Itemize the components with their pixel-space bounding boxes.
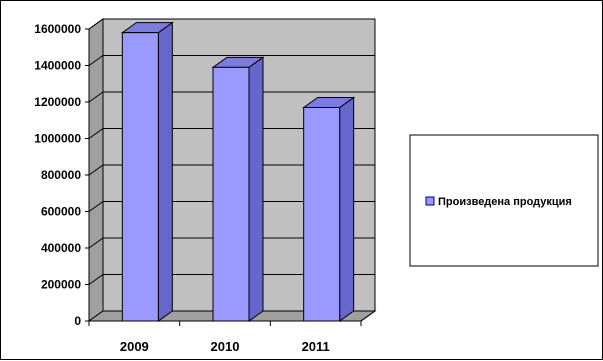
legend-label: Произведена продукция	[438, 196, 572, 208]
y-tick-label: 1200000	[34, 95, 81, 109]
bar-front	[212, 66, 250, 322]
bar-2009	[120, 21, 174, 322]
gridlines	[88, 18, 375, 285]
y-axis: 0 200000 400000 600000 800000 1000000 1200000 1…	[34, 22, 90, 328]
gridline	[88, 55, 375, 66]
legend: Произведена продукция	[409, 134, 599, 267]
legend-swatch	[425, 196, 435, 206]
x-tick-label: 2009	[120, 339, 149, 354]
y-tick-label: 800000	[41, 168, 81, 182]
y-tick-label: 600000	[41, 205, 81, 219]
y-tick-label: 200000	[41, 278, 81, 292]
y-tick-label: 400000	[41, 241, 81, 255]
bar-front	[303, 106, 341, 322]
y-tick-label: 0	[74, 314, 81, 328]
gridline	[88, 164, 375, 176]
gridline	[88, 128, 375, 139]
gridline	[88, 201, 375, 212]
x-tick-label: 2011	[302, 339, 330, 354]
bar-side	[248, 56, 264, 322]
bar-2010	[211, 56, 265, 322]
legend-box	[409, 134, 599, 267]
gridline	[88, 91, 375, 103]
x-tick-label: 2010	[211, 339, 240, 354]
x-axis: 2009 2010 2011	[88, 310, 376, 354]
gridline	[88, 274, 375, 285]
y-tick-label: 1000000	[34, 132, 81, 146]
y-tick-label: 1600000	[34, 22, 81, 36]
bars	[120, 21, 356, 322]
gridline	[88, 237, 375, 249]
bar-front	[121, 32, 159, 322]
x-axis-depth-line	[360, 310, 376, 322]
bar-side	[339, 96, 355, 322]
bar-2011	[302, 96, 356, 322]
y-tick-label: 1400000	[34, 59, 81, 73]
gridline	[88, 18, 375, 30]
bar-side	[157, 21, 173, 322]
